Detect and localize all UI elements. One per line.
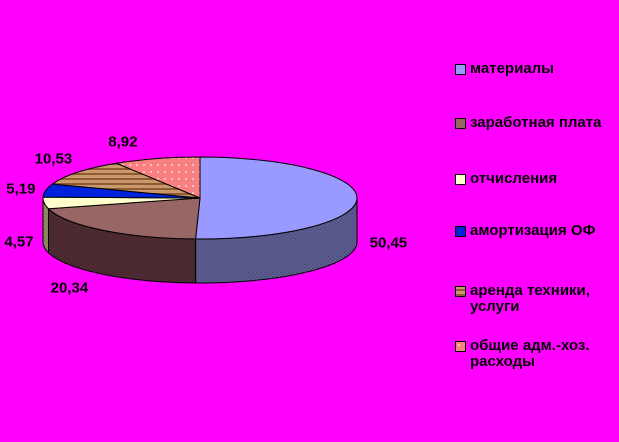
pie-slice-5[interactable] [116,156,201,199]
pie-slice-1[interactable] [47,197,201,240]
legend-swatch-icon [455,118,466,129]
legend-item-0[interactable]: материалы [455,61,615,77]
legend-swatch-icon [455,341,466,352]
legend-swatch-icon [455,174,466,185]
pie-slice-4[interactable] [51,162,201,199]
legend-item-3[interactable]: амортизация ОФ [455,223,615,239]
legend-label: амортизация ОФ [470,222,596,239]
legend-swatch-icon [455,64,466,75]
legend-label: материалы [470,60,554,77]
legend-item-2[interactable]: отчисления [455,171,615,187]
legend-item-1[interactable]: заработная плата [455,115,615,131]
legend-item-5[interactable]: общие адм.-хоз. расходы [455,338,615,370]
legend-swatch-icon [455,286,466,297]
legend-swatch-icon [455,226,466,237]
legend-label: общие адм.-хоз. расходы [470,337,590,370]
legend-label: отчисления [470,170,558,187]
legend-label: аренда техники, услуги [470,282,590,315]
legend: материалы заработная плата отчисления аморт… [455,61,615,370]
legend-label: заработная плата [470,114,602,131]
legend-item-4[interactable]: аренда техники, услуги [455,283,615,315]
pie-slice-0[interactable] [195,156,358,240]
